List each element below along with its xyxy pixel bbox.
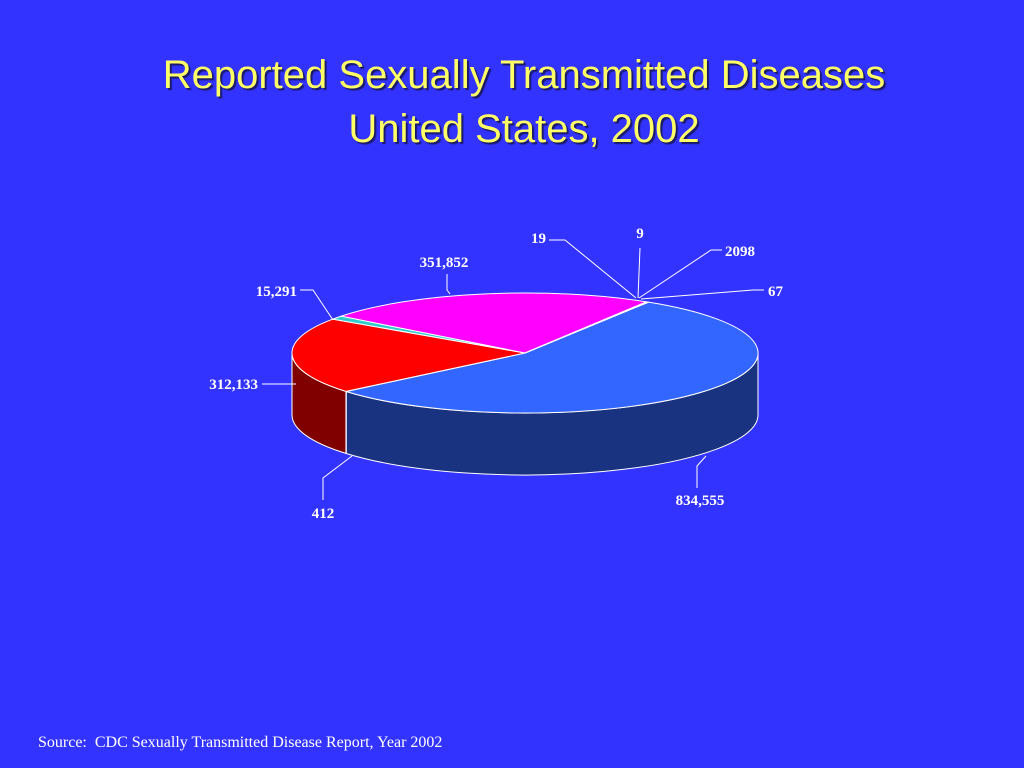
leader-line-8 [640, 289, 764, 300]
pie-slice-0 [345, 301, 759, 414]
pie-top [291, 292, 759, 414]
chart-title-line-1: Reported Sexually Transmitted Diseases [162, 53, 886, 97]
data-label-3: 15,291 [256, 284, 297, 300]
data-label-2: 312,133 [209, 377, 258, 393]
data-label-5: 19 [531, 231, 546, 247]
leader-line-1 [322, 455, 353, 500]
leader-line-5 [549, 239, 637, 299]
data-label-1: 412 [312, 506, 335, 522]
leader-line-3 [300, 289, 334, 321]
data-labels: 834,555 412 312,133 15,291 351,852 19 9 2098 67 [209, 226, 783, 522]
pie-slice-4 [340, 292, 648, 354]
data-label-0: 834,555 [676, 493, 725, 509]
data-label-7: 2098 [725, 244, 755, 260]
leader-line-7 [638, 249, 722, 299]
data-label-6: 9 [636, 226, 644, 242]
pie-slice-8 [524, 301, 649, 354]
leader-line-0 [696, 455, 707, 488]
chart-title-line-2: United States, 2002 [348, 107, 700, 151]
data-label-8: 67 [768, 284, 784, 300]
source-note: Source: CDC Sexually Transmitted Disease… [38, 734, 443, 751]
leader-line-6 [637, 247, 641, 299]
leader-lines [262, 239, 764, 500]
pie-sides [291, 352, 759, 476]
data-label-4: 351,852 [420, 255, 469, 271]
leader-line-4 [446, 274, 451, 295]
pie-slice-2 [291, 318, 526, 392]
